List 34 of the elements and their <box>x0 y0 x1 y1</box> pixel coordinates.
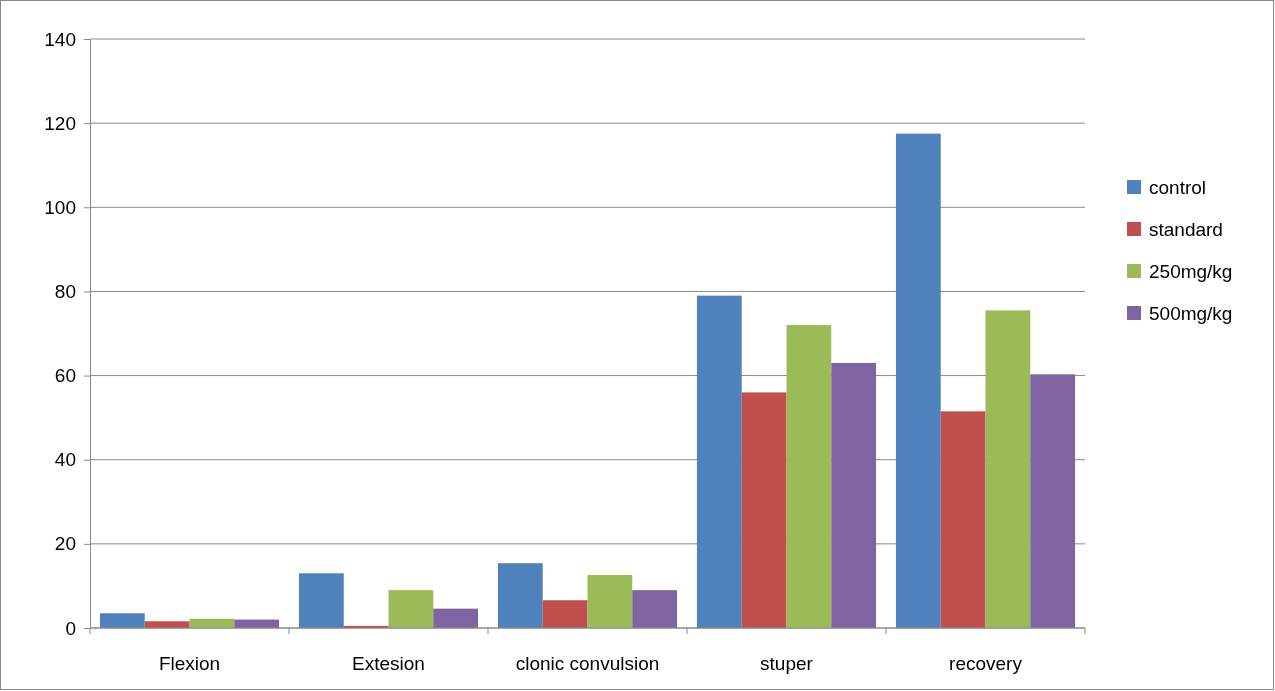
legend-label: standard <box>1149 219 1223 240</box>
bar <box>940 411 986 628</box>
bar <box>433 608 479 628</box>
bar <box>497 563 543 628</box>
y-tick-label: 120 <box>44 112 76 134</box>
legend-label: 500mg/kg <box>1149 303 1233 324</box>
bar <box>542 600 588 628</box>
bar <box>696 295 742 628</box>
bar <box>895 133 941 628</box>
bar <box>144 621 190 628</box>
x-tick-label: Flexion <box>158 653 221 674</box>
x-tick-label: stuper <box>760 653 814 674</box>
y-tick-label: 80 <box>54 281 76 303</box>
y-tick-label: 100 <box>44 196 76 218</box>
bar <box>786 325 832 628</box>
y-tick-label: 20 <box>54 533 76 555</box>
bar <box>587 574 633 628</box>
bar <box>99 613 145 628</box>
bar <box>985 310 1031 628</box>
x-tick-label: Extesion <box>352 653 425 674</box>
y-tick-label: 60 <box>54 365 76 387</box>
bar <box>298 573 344 628</box>
y-tick-label: 140 <box>44 28 76 50</box>
y-tick-label: 40 <box>54 449 76 471</box>
y-tick-label: 0 <box>65 617 76 639</box>
bar <box>388 590 434 628</box>
bar <box>632 590 678 628</box>
bar <box>831 362 877 628</box>
legend-label: control <box>1149 177 1207 198</box>
x-tick-label: recovery <box>949 653 1023 674</box>
legend-label: 250mg/kg <box>1149 261 1233 282</box>
x-tick-label: clonic convulsion <box>515 653 660 674</box>
bar <box>1030 374 1076 628</box>
bar <box>741 392 787 628</box>
